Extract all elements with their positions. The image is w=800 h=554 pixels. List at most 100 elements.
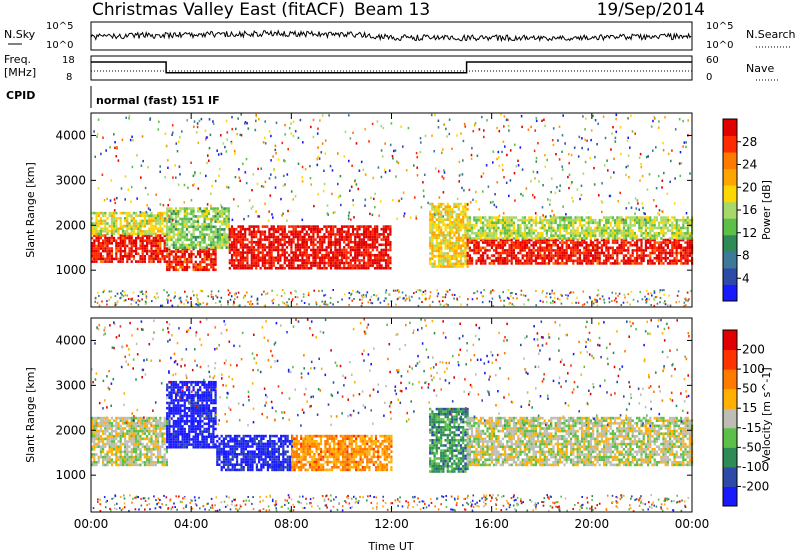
power-cell-6	[570, 249, 573, 252]
power-cell-6	[545, 262, 548, 265]
power-cell-6	[671, 246, 674, 250]
power-cell-1	[141, 230, 144, 233]
power-scatter-cell	[535, 160, 538, 163]
power-cell-4	[261, 225, 264, 228]
power-cell-1	[115, 217, 118, 220]
power-cell-6	[631, 249, 634, 252]
power-cell-7	[519, 234, 522, 238]
power-scatter-cell	[287, 209, 289, 213]
power-cell-3	[179, 209, 182, 213]
power-scatter-cell	[475, 200, 477, 203]
power-cell-7	[669, 218, 672, 222]
power-cell-4	[349, 261, 352, 265]
power-cell-1	[130, 227, 133, 230]
power-cell-1	[130, 224, 133, 228]
power-cell-7	[627, 229, 630, 232]
power-cell-3	[221, 215, 224, 218]
power-cell-4	[321, 248, 324, 252]
power-scatter-cell	[678, 118, 681, 121]
power-cell-5	[457, 218, 460, 221]
power-cell-4	[378, 233, 381, 236]
power-cell-0	[163, 234, 166, 237]
power-cell-5	[453, 223, 456, 227]
power-cell-1	[91, 224, 94, 228]
power-cell-4	[314, 259, 317, 262]
power-cell-7	[686, 237, 689, 240]
power-cell-7	[631, 224, 634, 227]
power-cell-1	[95, 219, 98, 223]
power-scatter-cell	[166, 218, 168, 221]
power-cell-0	[97, 239, 100, 242]
power-cell-7	[598, 231, 601, 235]
power-cell-1	[150, 211, 153, 215]
power-cell-5	[437, 236, 441, 240]
power-cell-0	[95, 257, 98, 261]
power-cell-6	[493, 241, 496, 244]
power-cell-6	[466, 243, 469, 247]
power-nearrange-cell	[362, 296, 364, 299]
power-scatter-cell	[155, 193, 157, 196]
power-cell-6	[488, 256, 491, 260]
power-cell-7	[684, 221, 687, 225]
power-nearrange-cell	[650, 292, 652, 295]
power-cell-6	[664, 243, 667, 247]
power-cell-7	[607, 231, 610, 235]
power-cell-0	[91, 242, 94, 245]
power-scatter-cell	[617, 199, 619, 203]
power-cell-4	[389, 225, 392, 228]
power-cell-4	[241, 264, 245, 267]
power-cell-6	[479, 249, 482, 252]
power-nearrange-cell	[370, 295, 373, 298]
power-cell-4	[367, 259, 370, 262]
power-cell-4	[303, 235, 306, 239]
power-cell-6	[605, 256, 608, 260]
power-scatter-cell	[653, 115, 655, 119]
power-cell-3	[185, 207, 189, 210]
power-cell-2	[177, 260, 180, 264]
power-cell-3	[212, 225, 215, 229]
power-scatter-cell	[352, 199, 354, 202]
power-cell-4	[376, 240, 379, 244]
power-scatter-cell	[257, 215, 259, 218]
power-cell-6	[666, 241, 669, 244]
power-cell-4	[239, 233, 242, 236]
power-cell-3	[168, 217, 171, 221]
power-cell-4	[378, 253, 381, 257]
power-cell-3	[192, 225, 195, 229]
power-cell-4	[312, 238, 315, 241]
power-cell-7	[576, 231, 579, 235]
power-cell-0	[154, 252, 157, 255]
power-cell-5	[462, 215, 465, 219]
power-cell-7	[561, 237, 564, 240]
power-cell-2	[210, 255, 213, 259]
power-cell-7	[572, 237, 575, 240]
power-cell-6	[521, 246, 524, 250]
power-cell-2	[194, 255, 197, 259]
power-nearrange-cell	[341, 298, 343, 301]
power-cell-3	[181, 235, 184, 239]
power-scatter-cell	[231, 127, 233, 131]
power-cell-7	[486, 234, 489, 238]
power-cell-1	[93, 222, 96, 225]
power-cell-4	[318, 238, 322, 241]
power-cell-5	[446, 260, 449, 263]
power-cell-7	[490, 218, 493, 222]
power-cell-1	[104, 227, 107, 230]
power-cell-3	[207, 212, 211, 216]
power-cell-4	[307, 238, 311, 241]
power-cell-4	[272, 256, 275, 260]
power-cell-4	[310, 253, 313, 257]
power-nearrange-cell	[167, 299, 169, 302]
power-cell-1	[143, 224, 146, 228]
power-cell-0	[150, 244, 153, 248]
power-cell-6	[671, 241, 674, 244]
power-cell-4	[250, 256, 253, 260]
power-cell-4	[277, 256, 280, 260]
power-cell-6	[556, 259, 559, 263]
power-scatter-cell	[198, 119, 201, 123]
power-cell-5	[442, 239, 445, 242]
power-scatter-cell	[124, 198, 126, 201]
power-cell-6	[548, 246, 551, 250]
power-cell-7	[532, 231, 535, 235]
power-cell-4	[325, 256, 328, 260]
